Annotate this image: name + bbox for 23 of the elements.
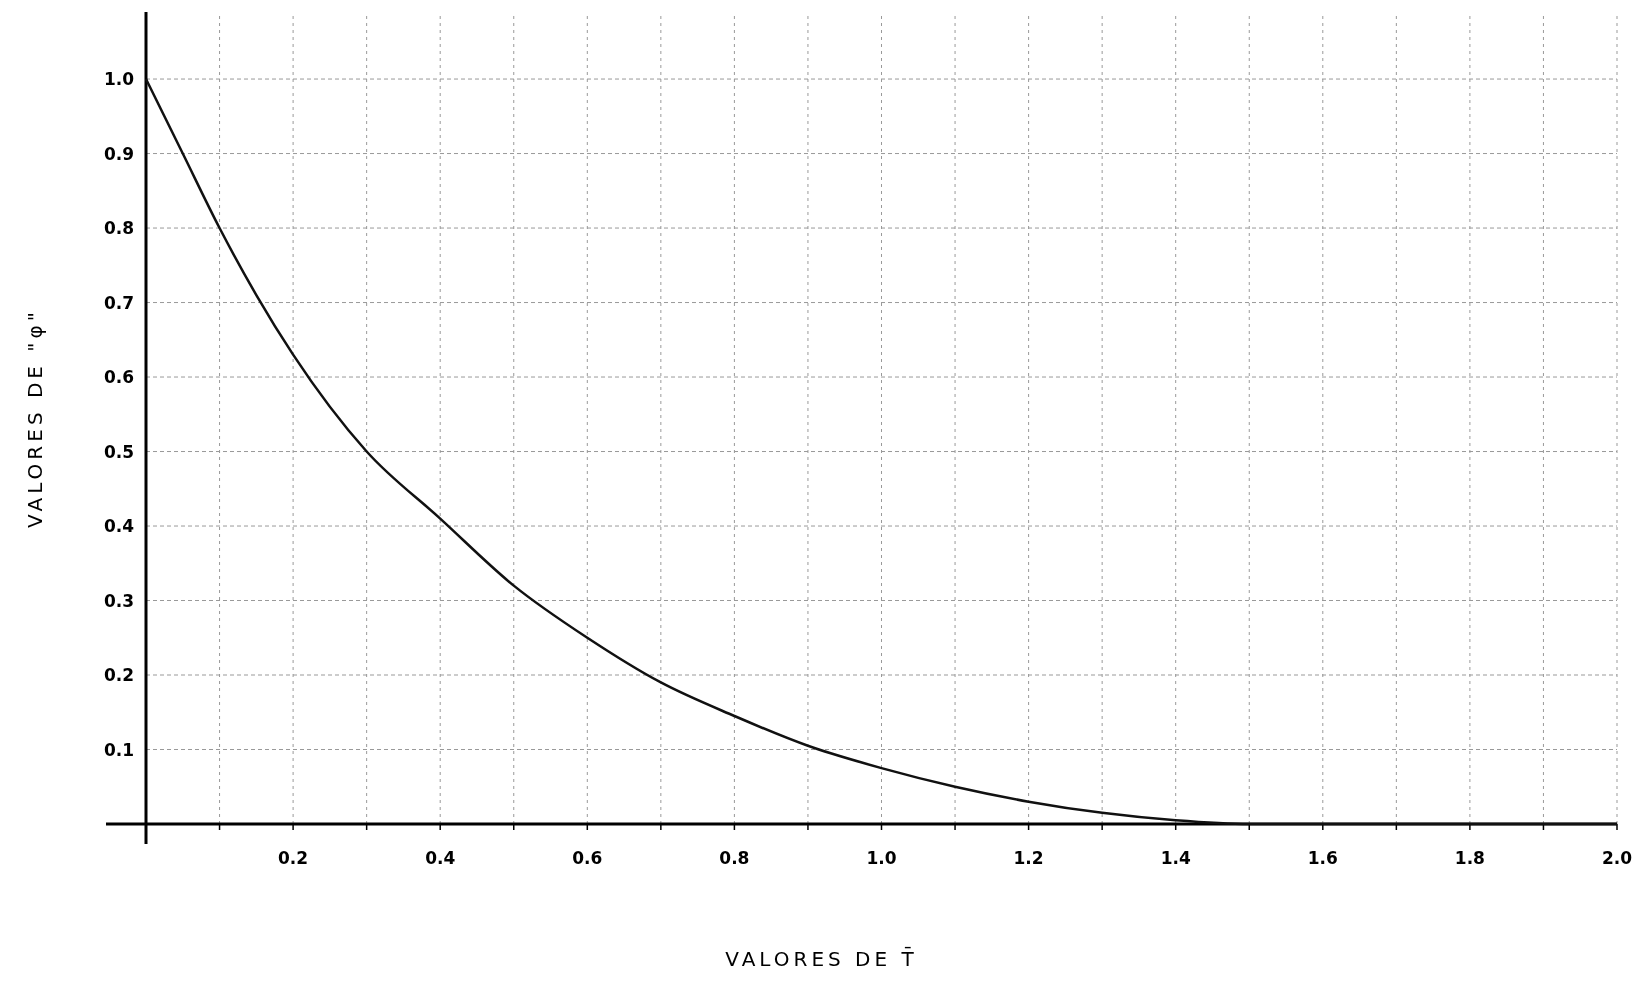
- y-tick-label: 0.5: [103, 441, 134, 462]
- x-tick-label: 1.6: [1307, 848, 1338, 868]
- y-tick-label: 0.7: [103, 292, 134, 313]
- x-tick-label: 0.8: [719, 848, 750, 868]
- y-tick-label: 0.3: [103, 590, 134, 611]
- x-tick-label: 1.4: [1160, 848, 1191, 868]
- x-tick-label: 0.4: [425, 848, 456, 868]
- y-tick-label: 0.4: [103, 516, 135, 537]
- x-tick-label: 1.2: [1013, 848, 1044, 868]
- y-tick-label: 0.2: [103, 665, 134, 686]
- y-tick-label: 1.0: [103, 69, 135, 90]
- line-series: [144, 77, 1619, 826]
- x-tick-label: 0.6: [572, 848, 603, 868]
- y-tick-label: 0.8: [103, 218, 134, 239]
- y-tick-label: 0.1: [103, 739, 134, 760]
- y-tick-label: 0.9: [103, 143, 134, 164]
- x-tick-label: 1.0: [866, 848, 897, 868]
- x-tick-label: 1.8: [1454, 848, 1485, 868]
- y-tick-label: 0.6: [103, 367, 134, 388]
- y-axis-title: VALORES DE "φ": [23, 308, 47, 528]
- x-axis-title: VALORES DE T̄: [725, 946, 918, 971]
- x-tick-label: 2.0: [1601, 848, 1633, 868]
- x-tick-label: 0.2: [278, 848, 309, 868]
